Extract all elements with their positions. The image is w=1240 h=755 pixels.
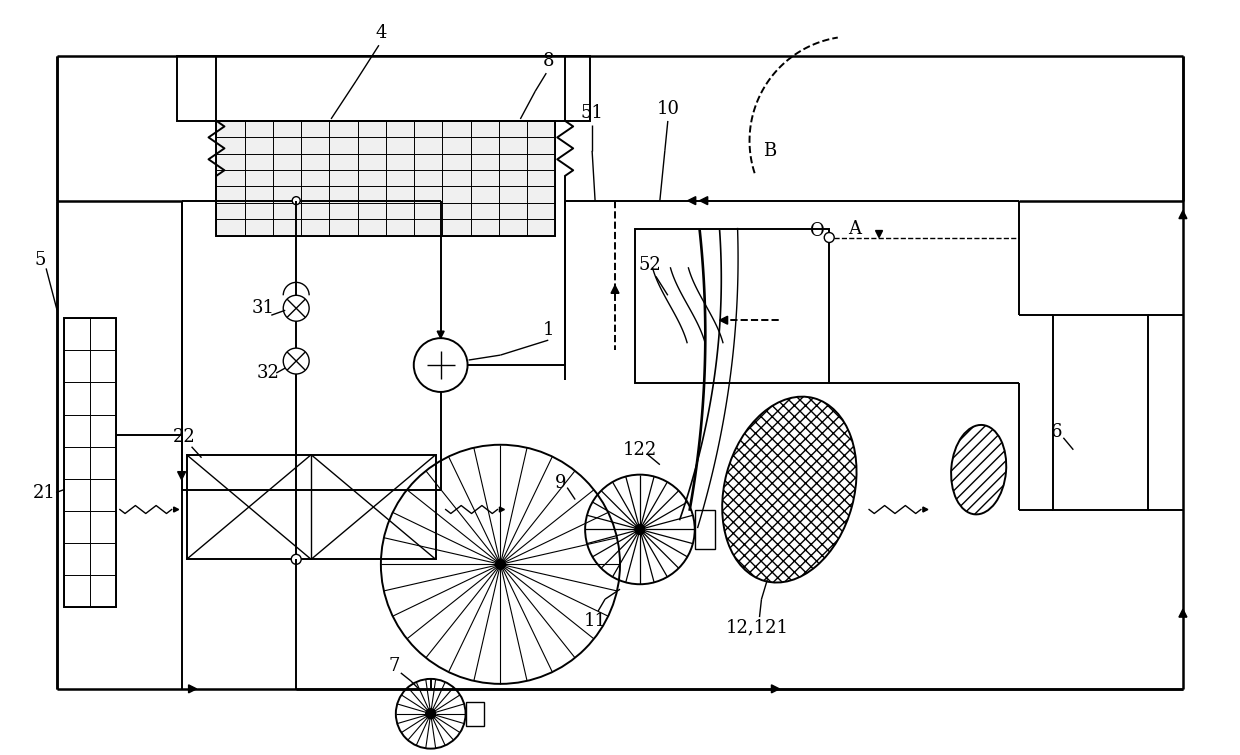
Text: B: B [763,142,776,160]
Polygon shape [719,316,728,324]
Text: 7: 7 [388,657,399,675]
Text: 5: 5 [35,251,46,270]
Polygon shape [699,196,708,205]
Circle shape [635,525,645,535]
Text: 8: 8 [543,52,554,70]
Polygon shape [875,230,883,238]
Bar [635,229,830,383]
Text: 4: 4 [376,24,387,42]
Text: O: O [810,221,825,239]
Polygon shape [177,472,186,479]
Bar [64,318,115,607]
Text: 11: 11 [584,612,606,630]
Circle shape [425,709,435,719]
Polygon shape [771,685,780,693]
Polygon shape [1179,609,1187,617]
Text: 21: 21 [32,483,56,501]
Polygon shape [1179,211,1187,219]
Text: 32: 32 [257,364,280,382]
Polygon shape [688,196,696,205]
Circle shape [291,554,301,564]
Polygon shape [174,507,179,512]
Circle shape [283,295,309,321]
Polygon shape [923,507,928,512]
Circle shape [283,348,309,374]
Text: 1: 1 [543,321,554,339]
Text: 122: 122 [622,441,657,459]
Text: 10: 10 [656,100,680,118]
Circle shape [293,196,300,205]
Text: 52: 52 [639,257,661,274]
Circle shape [825,233,835,242]
Bar [176,56,590,121]
Bar [694,510,714,550]
Circle shape [414,338,467,392]
Polygon shape [188,685,197,693]
Polygon shape [500,507,505,512]
Bar [186,455,435,559]
Text: 12,121: 12,121 [725,618,789,636]
Text: 22: 22 [174,428,196,445]
Text: A: A [848,220,861,238]
Bar [1054,316,1148,510]
Text: 51: 51 [580,104,604,122]
Bar [465,702,484,726]
Text: 31: 31 [252,299,275,317]
Polygon shape [438,331,444,338]
Circle shape [496,559,506,569]
Text: 9: 9 [554,473,565,492]
Polygon shape [611,285,619,293]
Bar [217,121,556,236]
Text: 6: 6 [1050,423,1063,441]
